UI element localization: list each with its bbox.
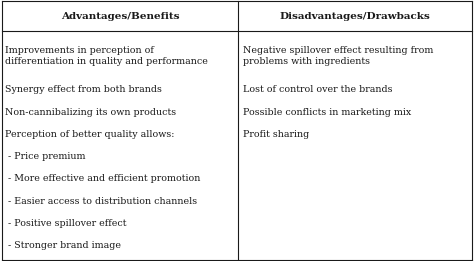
- Text: Negative spillover effect resulting from
problems with ingredients: Negative spillover effect resulting from…: [243, 46, 433, 66]
- Text: Improvements in perception of
differentiation in quality and performance: Improvements in perception of differenti…: [5, 46, 208, 66]
- Text: - Stronger brand image: - Stronger brand image: [5, 241, 121, 250]
- Text: - Price premium: - Price premium: [5, 152, 85, 161]
- Text: Advantages/Benefits: Advantages/Benefits: [61, 12, 179, 21]
- Text: Lost of control over the brands: Lost of control over the brands: [243, 85, 392, 94]
- Text: Perception of better quality allows:: Perception of better quality allows:: [5, 130, 174, 139]
- Text: Non-cannibalizing its own products: Non-cannibalizing its own products: [5, 108, 176, 116]
- Text: - More effective and efficient promotion: - More effective and efficient promotion: [5, 175, 200, 183]
- Text: Possible conflicts in marketing mix: Possible conflicts in marketing mix: [243, 108, 411, 116]
- Text: Disadvantages/Drawbacks: Disadvantages/Drawbacks: [279, 12, 430, 21]
- Text: Synergy effect from both brands: Synergy effect from both brands: [5, 85, 162, 94]
- Text: Profit sharing: Profit sharing: [243, 130, 309, 139]
- Text: - Positive spillover effect: - Positive spillover effect: [5, 219, 126, 228]
- Text: - Easier access to distribution channels: - Easier access to distribution channels: [5, 197, 197, 206]
